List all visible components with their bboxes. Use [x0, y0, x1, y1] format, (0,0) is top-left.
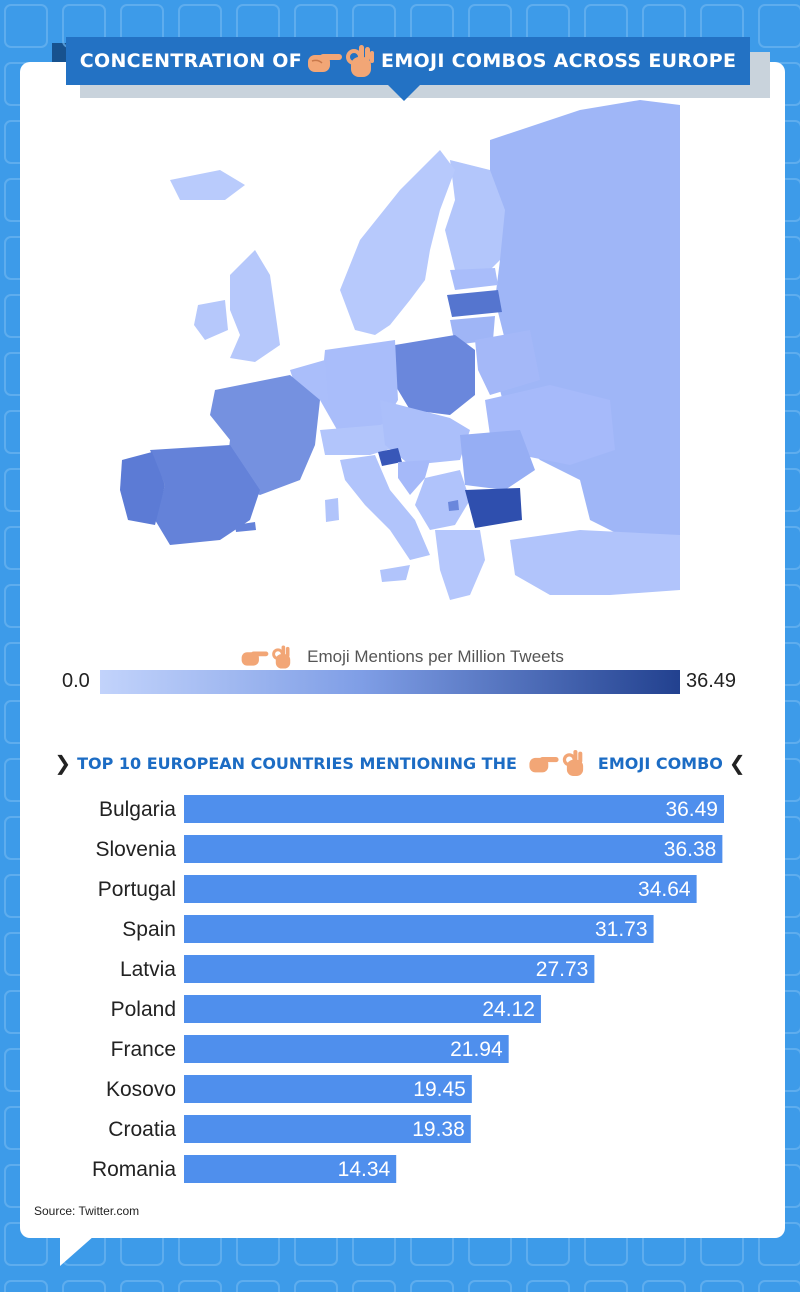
- ok-hand-icon: [346, 45, 375, 77]
- speech-bubble-tail: [60, 1236, 94, 1266]
- background-tile: [120, 1280, 164, 1292]
- ok-hand-icon: [562, 750, 584, 776]
- legend-label-text: Emoji Mentions per Million Tweets: [307, 647, 564, 666]
- background-tile: [468, 1280, 512, 1292]
- page-title: CONCENTRATION OF EMOJI COMBOS ACROSS EUR…: [66, 37, 750, 85]
- title-text-after: EMOJI COMBOS ACROSS EUROPE: [381, 50, 737, 72]
- map-region-romania: [460, 430, 535, 490]
- map-region-poland: [395, 335, 475, 415]
- map-region-bulgaria: [465, 488, 522, 528]
- background-tile: [4, 4, 48, 48]
- backhand-index-pointing-right-icon: [241, 651, 269, 666]
- source-note: Source: Twitter.com: [34, 1204, 140, 1218]
- map-region-spain: [150, 445, 260, 545]
- map-region-belarus: [475, 330, 540, 395]
- title-banner: CONCENTRATION OF EMOJI COMBOS ACROSS EUR…: [52, 37, 750, 91]
- map-region-scandinavia: [340, 150, 455, 335]
- europe-choropleth-map: [120, 100, 680, 600]
- chevron-left-icon: ❮: [728, 751, 746, 775]
- map-region-croatia: [398, 460, 430, 495]
- background-tile: [236, 1280, 280, 1292]
- background-tile: [410, 1280, 454, 1292]
- map-region-balearic: [235, 522, 256, 532]
- background-tile: [178, 1280, 222, 1292]
- background-tile: [758, 4, 800, 48]
- banner-pointer: [388, 85, 420, 101]
- section-title-after: EMOJI COMBO: [597, 753, 723, 773]
- map-region-iceland: [170, 170, 245, 200]
- map-region-estonia: [450, 268, 498, 290]
- background-tile: [758, 1280, 800, 1292]
- map-region-greece: [435, 530, 485, 600]
- legend-label: Emoji Mentions per Million Tweets: [0, 644, 800, 670]
- map-region-turkey: [510, 530, 680, 595]
- map-region-central: [380, 400, 470, 465]
- map-region-italy: [340, 455, 430, 560]
- background-tile: [584, 1280, 628, 1292]
- ok-hand-icon: [272, 645, 291, 669]
- legend-color-scale: [100, 670, 680, 694]
- legend-min-value: 0.0: [62, 670, 90, 692]
- background-tile: [700, 1280, 744, 1292]
- map-region-slovenia: [378, 448, 402, 466]
- map-region-latvia: [447, 290, 502, 317]
- map-region-balkans: [415, 470, 470, 530]
- map-region-finland: [445, 160, 505, 280]
- background-tile: [526, 1280, 570, 1292]
- section-title: ❯ TOP 10 EUROPEAN COUNTRIES MENTIONING T…: [0, 746, 800, 780]
- section-emoji-combo: [527, 748, 588, 778]
- map-region-sardinia: [325, 498, 339, 522]
- map-region-portugal: [120, 452, 165, 525]
- background-tile: [294, 1280, 338, 1292]
- background-tile: [4, 1280, 48, 1292]
- legend-max-value: 36.49: [686, 670, 737, 692]
- chevron-right-icon: ❯: [54, 751, 72, 775]
- map-region-germany: [320, 340, 398, 435]
- map-region-uk: [230, 250, 280, 362]
- background-tile: [352, 1280, 396, 1292]
- backhand-index-pointing-right-icon: [529, 757, 559, 773]
- backhand-index-pointing-right-icon: [308, 54, 343, 72]
- emoji-combo: [306, 43, 377, 79]
- map-region-russia: [490, 100, 680, 550]
- background-tile: [642, 1280, 686, 1292]
- background-tile: [62, 1280, 106, 1292]
- section-title-before: TOP 10 EUROPEAN COUNTRIES MENTIONING THE: [77, 753, 517, 773]
- map-region-sicily: [380, 565, 410, 582]
- map-region-lithuania: [450, 316, 495, 345]
- map-region-ireland: [194, 300, 228, 340]
- title-text-before: CONCENTRATION OF: [79, 50, 303, 72]
- map-region-kosovo: [448, 500, 459, 511]
- legend-emoji-combo: [240, 644, 295, 670]
